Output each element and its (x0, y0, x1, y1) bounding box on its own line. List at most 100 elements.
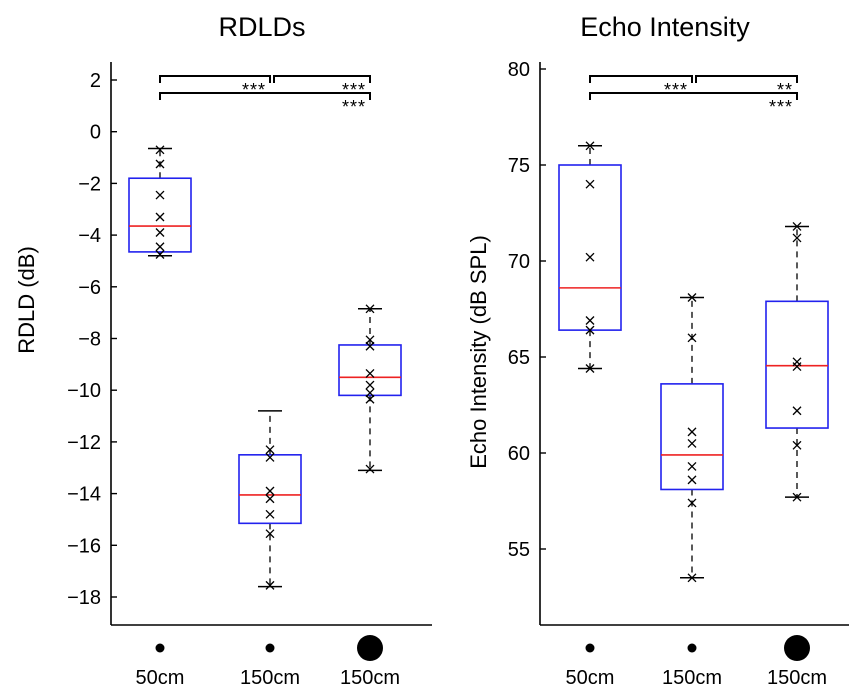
data-point (155, 212, 165, 222)
data-point (687, 333, 697, 343)
data-point (585, 141, 595, 151)
chart-title: Echo Intensity (580, 12, 750, 42)
data-point-stroke (687, 475, 697, 485)
y-tick-label: 75 (508, 155, 530, 177)
data-point-stroke (585, 252, 595, 262)
data-point (687, 293, 697, 302)
y-tick-label: −6 (78, 277, 101, 299)
panel-echo-intensity: Echo Intensity Echo Intensity (dB SPL) 80 7… (466, 12, 849, 689)
iqr-box (558, 164, 622, 331)
data-point (687, 427, 697, 437)
data-point (792, 440, 802, 450)
category-label: 150cm (767, 667, 827, 689)
significance-bracket: *** (159, 92, 371, 117)
data-point (792, 406, 802, 416)
significance-label: *** (664, 80, 688, 100)
data-point-stroke (365, 394, 375, 404)
y-tick-label: 55 (508, 539, 530, 561)
category-marker (265, 643, 275, 653)
data-point (365, 394, 375, 404)
data-point (365, 380, 375, 390)
bracket-line (695, 75, 798, 83)
data-point-stroke (265, 445, 275, 455)
data-point-stroke (585, 364, 595, 373)
category-marker (784, 635, 810, 661)
data-point (365, 335, 375, 345)
category-label: 150cm (340, 667, 400, 689)
data-point-stroke (365, 380, 375, 390)
significance-bracket: ** (695, 75, 798, 100)
data-point (792, 362, 802, 372)
chart-title: RDLDs (218, 12, 305, 42)
y-axis-label: RDLD (dB) (14, 246, 39, 354)
bracket-line (589, 92, 798, 100)
iqr-box (338, 344, 402, 397)
data-point (792, 492, 802, 502)
iqr-box (660, 383, 724, 491)
data-point-stroke (687, 461, 697, 471)
data-point (365, 464, 375, 474)
data-point-stroke (792, 406, 802, 416)
y-tick-label: −14 (67, 484, 101, 506)
y-tick-label: 65 (508, 347, 530, 369)
category-marker (687, 643, 697, 653)
category-label: 50cm (566, 667, 615, 689)
data-point-stroke (365, 464, 375, 474)
data-point-stroke (265, 580, 275, 590)
category-marker (155, 643, 165, 653)
data-point-stroke (585, 325, 595, 335)
significance-label: ** (777, 80, 793, 100)
category-marker (585, 643, 595, 653)
significance-label: *** (242, 80, 266, 100)
box-group (338, 304, 402, 474)
data-point-stroke (792, 362, 802, 372)
data-point (155, 242, 165, 252)
y-tick-label: −16 (67, 535, 101, 557)
data-point-stroke (265, 529, 275, 539)
significance-label: *** (769, 97, 793, 117)
data-point-stroke (687, 333, 697, 343)
data-point (585, 364, 595, 373)
significance-label: *** (342, 80, 366, 100)
bracket-line (159, 75, 271, 83)
data-point-stroke (585, 179, 595, 189)
data-point-stroke (687, 427, 697, 437)
y-tick-label: 2 (90, 70, 101, 92)
data-point (365, 368, 375, 378)
y-tick-label: 70 (508, 251, 530, 273)
data-point-stroke (792, 492, 802, 502)
data-point-stroke (792, 221, 802, 231)
data-point-stroke (155, 145, 165, 155)
data-point-stroke (585, 316, 595, 325)
bracket-line (589, 75, 693, 83)
significance-bracket: *** (589, 75, 693, 100)
data-point-stroke (365, 335, 375, 345)
box-group (660, 293, 724, 583)
data-point (687, 475, 697, 485)
data-point-stroke (265, 486, 275, 496)
category-label: 50cm (136, 667, 185, 689)
data-point (265, 580, 275, 590)
data-point-stroke (792, 233, 802, 243)
data-point (687, 498, 697, 508)
y-tick-label: −18 (67, 587, 101, 609)
data-point-stroke (265, 509, 275, 519)
data-point (265, 529, 275, 539)
data-point (585, 252, 595, 262)
data-point-stroke (155, 228, 165, 237)
iqr-box (238, 454, 302, 525)
data-point (155, 228, 165, 237)
data-point-stroke (265, 494, 275, 504)
data-point (155, 250, 165, 259)
data-point (792, 233, 802, 243)
data-point (155, 190, 165, 200)
y-axis-label: Echo Intensity (dB SPL) (466, 235, 491, 469)
box-group (765, 221, 829, 502)
data-point (365, 341, 375, 351)
data-point-stroke (155, 190, 165, 200)
category-label: 150cm (662, 667, 722, 689)
data-point-stroke (687, 573, 697, 583)
y-tick-label: 80 (508, 59, 530, 81)
bracket-line (159, 92, 371, 100)
